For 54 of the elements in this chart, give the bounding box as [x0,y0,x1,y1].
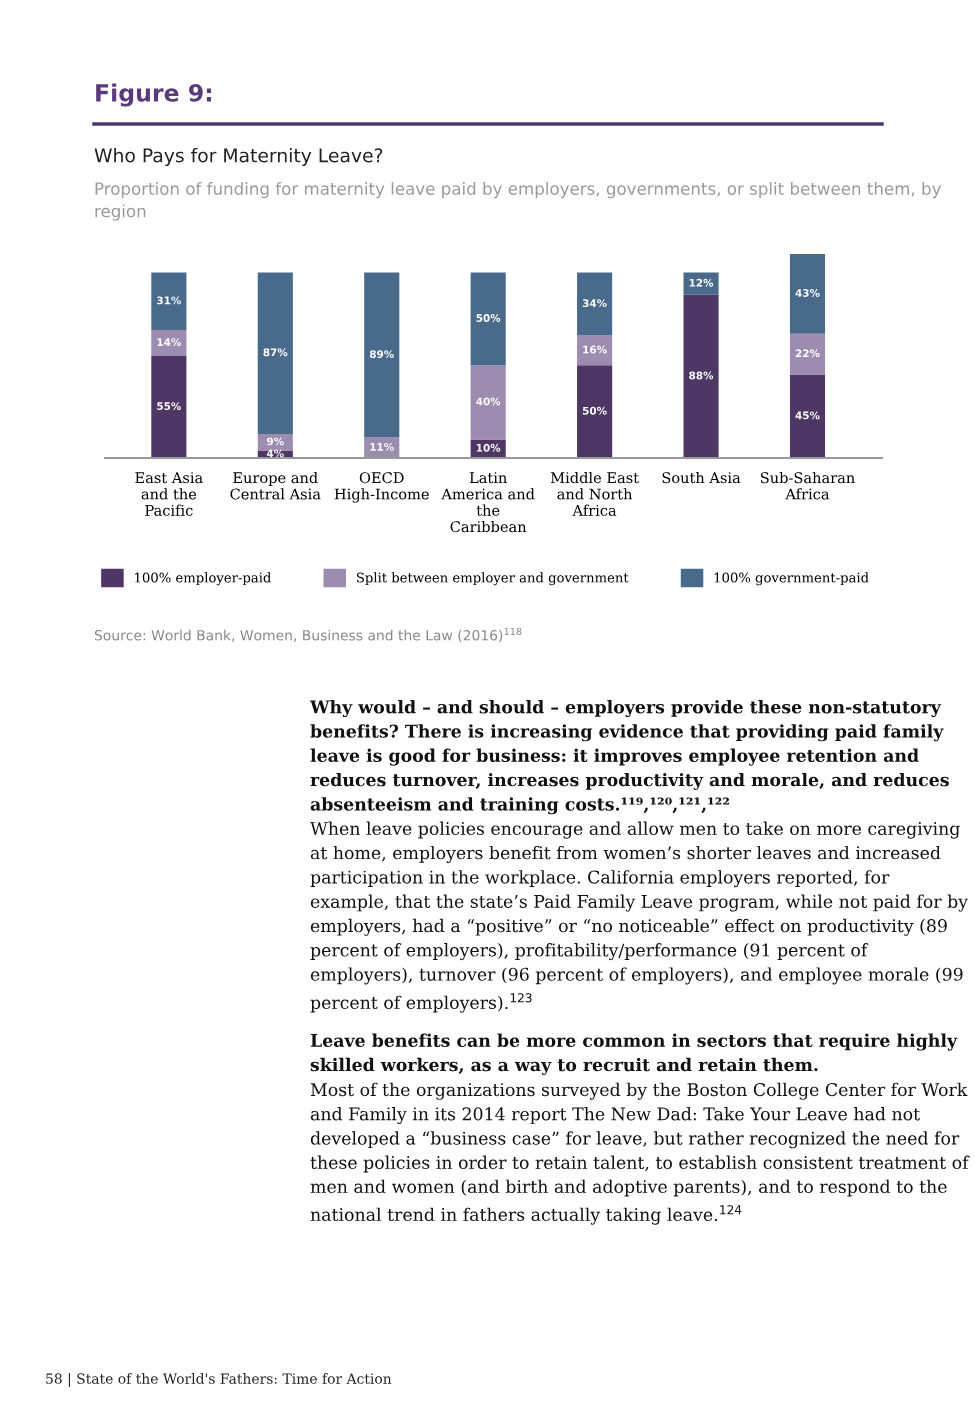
data-label: 4% [266,449,284,458]
bar [151,356,187,458]
data-label: 40% [476,397,501,406]
data-label: 12% [689,278,714,287]
text: When leave policies encourage and allow men to take on more caregiving at home, employers benefit from women’s shorter leaves and increased participation in the workplace. California employers reported, for example, that the state’s Paid Family Leave program, while not paid for by employers, had a “positive” or “no noticeable” effect on productivity (89 percent of employers), profitability/performance (91 percent of employers), turnover (96 percent of employers), and employee morale (99 percent of employers).$^{123}$ [310,821,968,1013]
bar [577,272,613,336]
text: Leave benefits can be more common in sectors that require highly skilled workers, as a way to recruit and retain them. [310,1033,958,1075]
bar [470,365,506,440]
data-label: 14% [157,338,181,347]
bar [577,365,613,458]
legend-label: Split between employer and government [356,572,629,586]
data-label: 50% [582,406,607,415]
x-tick-label: Sub-Saharan Africa [760,471,855,500]
data-label: 50% [476,314,501,322]
bar [683,294,719,458]
bar [257,272,293,434]
data-label: 89% [369,350,394,359]
data-label: 55% [157,402,181,411]
text: 58 | State of the World's Fathers: Time for Action [46,1373,392,1387]
text: Most of the organizations surveyed by the Boston College Center for Work and Family in its 2014 report The New Dad: Take Your Leave had not developed a “business case” for leave, but rather recognized the need for these policies in order to retain talent, to establish consistent treatment of men and women (and birth and adoptive parents), and to respond to the national trend in fathers actually taking leave.$^{124}$ [310,1082,970,1225]
x-tick-label: Middle East and North Africa [550,471,639,516]
x-tick-label: OECD High-Income [334,472,429,503]
bar [470,272,506,366]
data-label: 34% [582,299,607,308]
data-label: 10% [476,443,501,452]
x-tick-label: East Asia and the Pacific [135,472,203,516]
data-label: 9% [267,437,284,446]
bar [789,333,826,375]
source-note: Source: World Bank, Women, Business and the Law (2016)$^{118}$ [94,627,522,643]
data-label: 22% [795,349,820,358]
bar [151,272,187,331]
bar [577,335,613,366]
legend-label: 100% employer-paid [135,572,272,586]
bar [257,433,293,451]
bar [789,374,826,458]
data-label: 16% [583,345,607,354]
data-label: 43% [795,289,820,297]
chart-subtitle: Proportion of funding for maternity leave paid by employers, governments, or split between them, by region [95,182,941,221]
x-tick-label: South Asia [662,471,741,484]
caption: Figure 9: [96,83,212,107]
data-label: 31% [157,296,181,305]
legend-label: 100% government-paid [714,572,869,586]
x-tick-label: Latin America and the Caribbean [441,472,535,533]
bar [683,272,719,295]
bar [364,272,400,438]
x-tick-label: Europe and Central Asia [230,471,321,500]
text: Why would – and should – employers provide these non-statutory benefits? There is increasing evidence that providing paid family leave is good for business: it improves employee retention and reduces turnover, increases productivity and morale, and reduces absenteeism and training costs.¹¹⁹,¹²⁰,¹²¹,¹²² [309,700,949,815]
data-label: 88% [689,371,714,380]
chart-title: Who Pays for Maternity Leave? [94,147,383,167]
bar [151,330,187,356]
bar [789,254,826,334]
data-label: 11% [370,442,394,451]
data-label: 87% [263,348,288,357]
data-label: 45% [795,411,820,420]
